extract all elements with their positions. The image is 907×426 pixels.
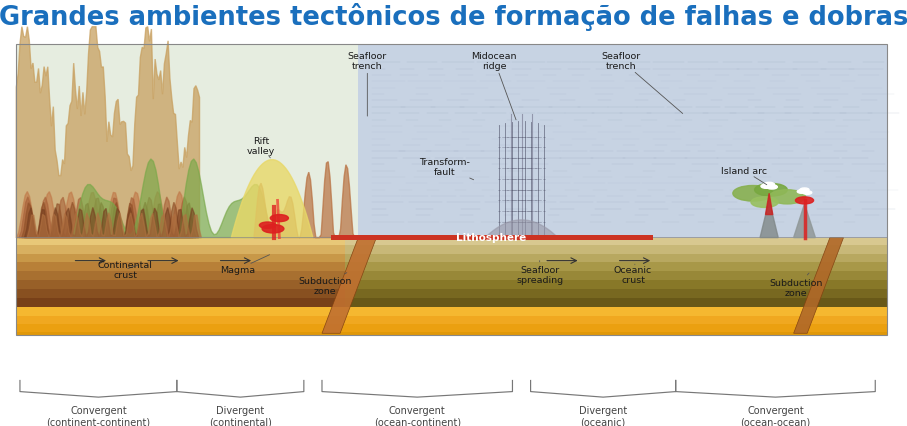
Polygon shape — [345, 254, 887, 263]
Polygon shape — [16, 245, 381, 254]
Text: Seafloor
trench: Seafloor trench — [347, 52, 387, 117]
Polygon shape — [16, 272, 381, 280]
Circle shape — [755, 184, 787, 197]
Polygon shape — [16, 300, 887, 335]
Polygon shape — [22, 203, 196, 238]
Polygon shape — [345, 280, 887, 289]
Polygon shape — [16, 289, 381, 298]
Polygon shape — [24, 208, 199, 238]
Polygon shape — [760, 201, 778, 238]
Text: Magma: Magma — [220, 255, 269, 274]
Text: Divergent
(oceanic): Divergent (oceanic) — [579, 405, 628, 426]
Text: Convergent
(ocean-continent): Convergent (ocean-continent) — [374, 405, 461, 426]
Polygon shape — [345, 289, 887, 298]
Text: Subduction
zone: Subduction zone — [298, 273, 351, 296]
Polygon shape — [16, 238, 381, 245]
Polygon shape — [27, 213, 201, 238]
Circle shape — [766, 185, 777, 190]
Polygon shape — [16, 28, 200, 238]
Polygon shape — [345, 298, 887, 307]
Polygon shape — [794, 238, 844, 334]
Polygon shape — [16, 325, 887, 332]
Text: Midocean
ridge: Midocean ridge — [472, 52, 517, 121]
Polygon shape — [16, 263, 381, 272]
Polygon shape — [231, 160, 313, 238]
Polygon shape — [345, 245, 887, 254]
Polygon shape — [16, 307, 887, 316]
Text: Island arc: Island arc — [721, 167, 766, 185]
Circle shape — [769, 190, 805, 204]
Polygon shape — [16, 254, 381, 263]
Circle shape — [795, 197, 814, 204]
Circle shape — [800, 189, 809, 192]
Polygon shape — [322, 238, 376, 334]
Text: Divergent
(continental): Divergent (continental) — [209, 405, 272, 426]
Polygon shape — [73, 160, 272, 238]
Polygon shape — [766, 194, 773, 215]
Circle shape — [797, 190, 806, 194]
Text: Seafloor
trench: Seafloor trench — [601, 52, 683, 114]
Polygon shape — [345, 263, 887, 272]
Text: Seafloor
spreading: Seafloor spreading — [516, 261, 563, 285]
Circle shape — [803, 191, 812, 195]
Polygon shape — [16, 298, 381, 307]
Polygon shape — [345, 238, 887, 245]
Circle shape — [764, 183, 775, 187]
Text: Transform-
fault: Transform- fault — [419, 158, 473, 180]
Polygon shape — [331, 235, 653, 241]
Polygon shape — [254, 162, 358, 238]
Text: Continental
crust: Continental crust — [98, 260, 152, 279]
Text: Convergent
(continent-continent): Convergent (continent-continent) — [46, 405, 151, 426]
Text: Lithosphere: Lithosphere — [456, 233, 527, 243]
Circle shape — [259, 222, 276, 229]
Polygon shape — [16, 45, 358, 238]
Polygon shape — [16, 332, 887, 335]
Polygon shape — [16, 192, 190, 238]
Polygon shape — [16, 316, 887, 325]
Text: Grandes ambientes tectônicos de formação de falhas e dobras: Grandes ambientes tectônicos de formação… — [0, 3, 907, 31]
Polygon shape — [476, 220, 567, 238]
Polygon shape — [794, 204, 815, 238]
Polygon shape — [345, 272, 887, 280]
Polygon shape — [0, 17, 907, 371]
Circle shape — [761, 184, 772, 189]
Circle shape — [733, 186, 773, 201]
Polygon shape — [19, 197, 193, 238]
Text: Oceanic
crust: Oceanic crust — [614, 265, 652, 285]
Circle shape — [262, 225, 284, 233]
Circle shape — [751, 197, 778, 208]
Text: Convergent
(ocean-ocean): Convergent (ocean-ocean) — [740, 405, 811, 426]
Polygon shape — [358, 45, 887, 238]
Polygon shape — [16, 45, 887, 238]
Text: Subduction
zone: Subduction zone — [770, 273, 823, 297]
Circle shape — [270, 215, 288, 222]
Text: Rift
valley: Rift valley — [247, 136, 276, 158]
Polygon shape — [16, 280, 381, 289]
